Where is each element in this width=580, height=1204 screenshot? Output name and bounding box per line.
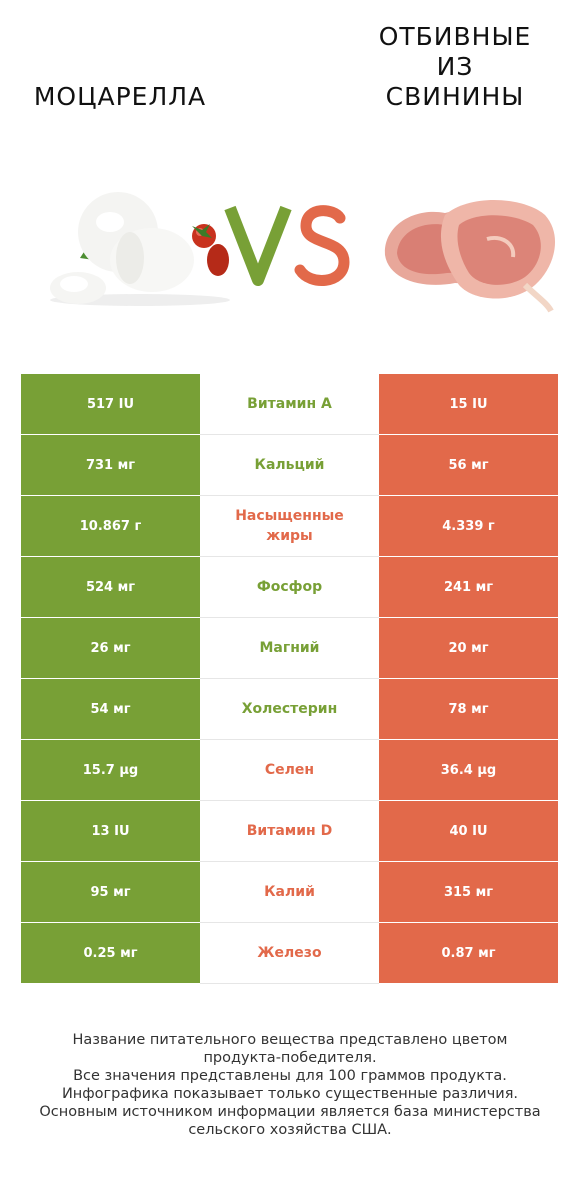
nutrient-label: Насыщенные жиры xyxy=(200,496,379,556)
row-divider xyxy=(200,678,379,679)
nutrient-label: Кальций xyxy=(200,435,379,495)
row-divider xyxy=(200,556,379,557)
footer-line: Основным источником информации является … xyxy=(39,1104,541,1120)
right-value: 56 мг xyxy=(379,435,558,495)
left-value: 13 IU xyxy=(21,801,200,861)
mozzarella-image xyxy=(50,192,230,306)
left-product-title: МОЦАРЕЛЛА xyxy=(33,82,207,111)
nutrient-label: Калий xyxy=(200,862,379,922)
footer-line: сельского хозяйства США. xyxy=(188,1122,392,1138)
left-value: 0.25 мг xyxy=(21,923,200,983)
nutrient-label: Фосфор xyxy=(200,557,379,617)
table-row: 517 IU Витамин A 15 IU xyxy=(21,374,558,435)
row-divider xyxy=(200,861,379,862)
left-value: 517 IU xyxy=(21,374,200,434)
pork-chop-image xyxy=(384,199,556,313)
right-title-line: СВИНИНЫ xyxy=(385,82,525,111)
right-value: 20 мг xyxy=(379,618,558,678)
right-value: 315 мг xyxy=(379,862,558,922)
footer-note: Название питательного вещества представл… xyxy=(20,1031,560,1139)
table-row: 13 IU Витамин D 40 IU xyxy=(21,801,558,862)
left-value: 95 мг xyxy=(21,862,200,922)
left-value: 731 мг xyxy=(21,435,200,495)
table-row: 15.7 µg Селен 36.4 µg xyxy=(21,740,558,801)
footer-line: Инфографика показывает только существенн… xyxy=(61,1086,519,1102)
left-value: 10.867 г xyxy=(21,496,200,556)
nutrient-label: Селен xyxy=(200,740,379,800)
right-value: 78 мг xyxy=(379,679,558,739)
table-row: 0.25 мг Железо 0.87 мг xyxy=(21,923,558,984)
nutrient-label: Железо xyxy=(200,923,379,983)
right-title-line: ИЗ xyxy=(436,52,474,81)
right-value: 241 мг xyxy=(379,557,558,617)
header: МОЦАРЕЛЛА ОТБИВНЫЕ ИЗ СВИНИНЫ xyxy=(0,0,580,340)
right-title-line: ОТБИВНЫЕ xyxy=(378,22,532,51)
left-value: 524 мг xyxy=(21,557,200,617)
left-value: 15.7 µg xyxy=(21,740,200,800)
right-value: 15 IU xyxy=(379,374,558,434)
table-row: 731 мг Кальций 56 мг xyxy=(21,435,558,496)
nutrient-label: Витамин D xyxy=(200,801,379,861)
nutrient-label: Магний xyxy=(200,618,379,678)
vs-graphic xyxy=(224,205,350,286)
table-row: 26 мг Магний 20 мг xyxy=(21,618,558,679)
table-row: 524 мг Фосфор 241 мг xyxy=(21,557,558,618)
nutrient-label: Холестерин xyxy=(200,679,379,739)
footer-line: Все значения представлены для 100 граммо… xyxy=(73,1068,507,1084)
table-row: 95 мг Калий 315 мг xyxy=(21,862,558,923)
footer-line: Название питательного вещества представл… xyxy=(72,1032,508,1048)
row-divider xyxy=(200,983,379,984)
footer-line: продукта-победителя. xyxy=(203,1050,377,1066)
right-value: 0.87 мг xyxy=(379,923,558,983)
left-value: 26 мг xyxy=(21,618,200,678)
row-divider xyxy=(200,495,379,496)
right-value: 36.4 µg xyxy=(379,740,558,800)
row-divider xyxy=(200,800,379,801)
left-value: 54 мг xyxy=(21,679,200,739)
row-divider xyxy=(200,739,379,740)
table-row: 10.867 г Насыщенные жиры 4.339 г xyxy=(21,496,558,557)
row-divider xyxy=(200,617,379,618)
row-divider xyxy=(200,434,379,435)
right-value: 4.339 г xyxy=(379,496,558,556)
table-row: 54 мг Холестерин 78 мг xyxy=(21,679,558,740)
row-divider xyxy=(200,922,379,923)
right-value: 40 IU xyxy=(379,801,558,861)
nutrient-comparison-table: 517 IU Витамин A 15 IU 731 мг Кальций 56 мг 10… xyxy=(21,374,558,984)
nutrient-label: Витамин A xyxy=(200,374,379,434)
right-product-title: ОТБИВНЫЕ ИЗ СВИНИНЫ xyxy=(360,22,550,112)
